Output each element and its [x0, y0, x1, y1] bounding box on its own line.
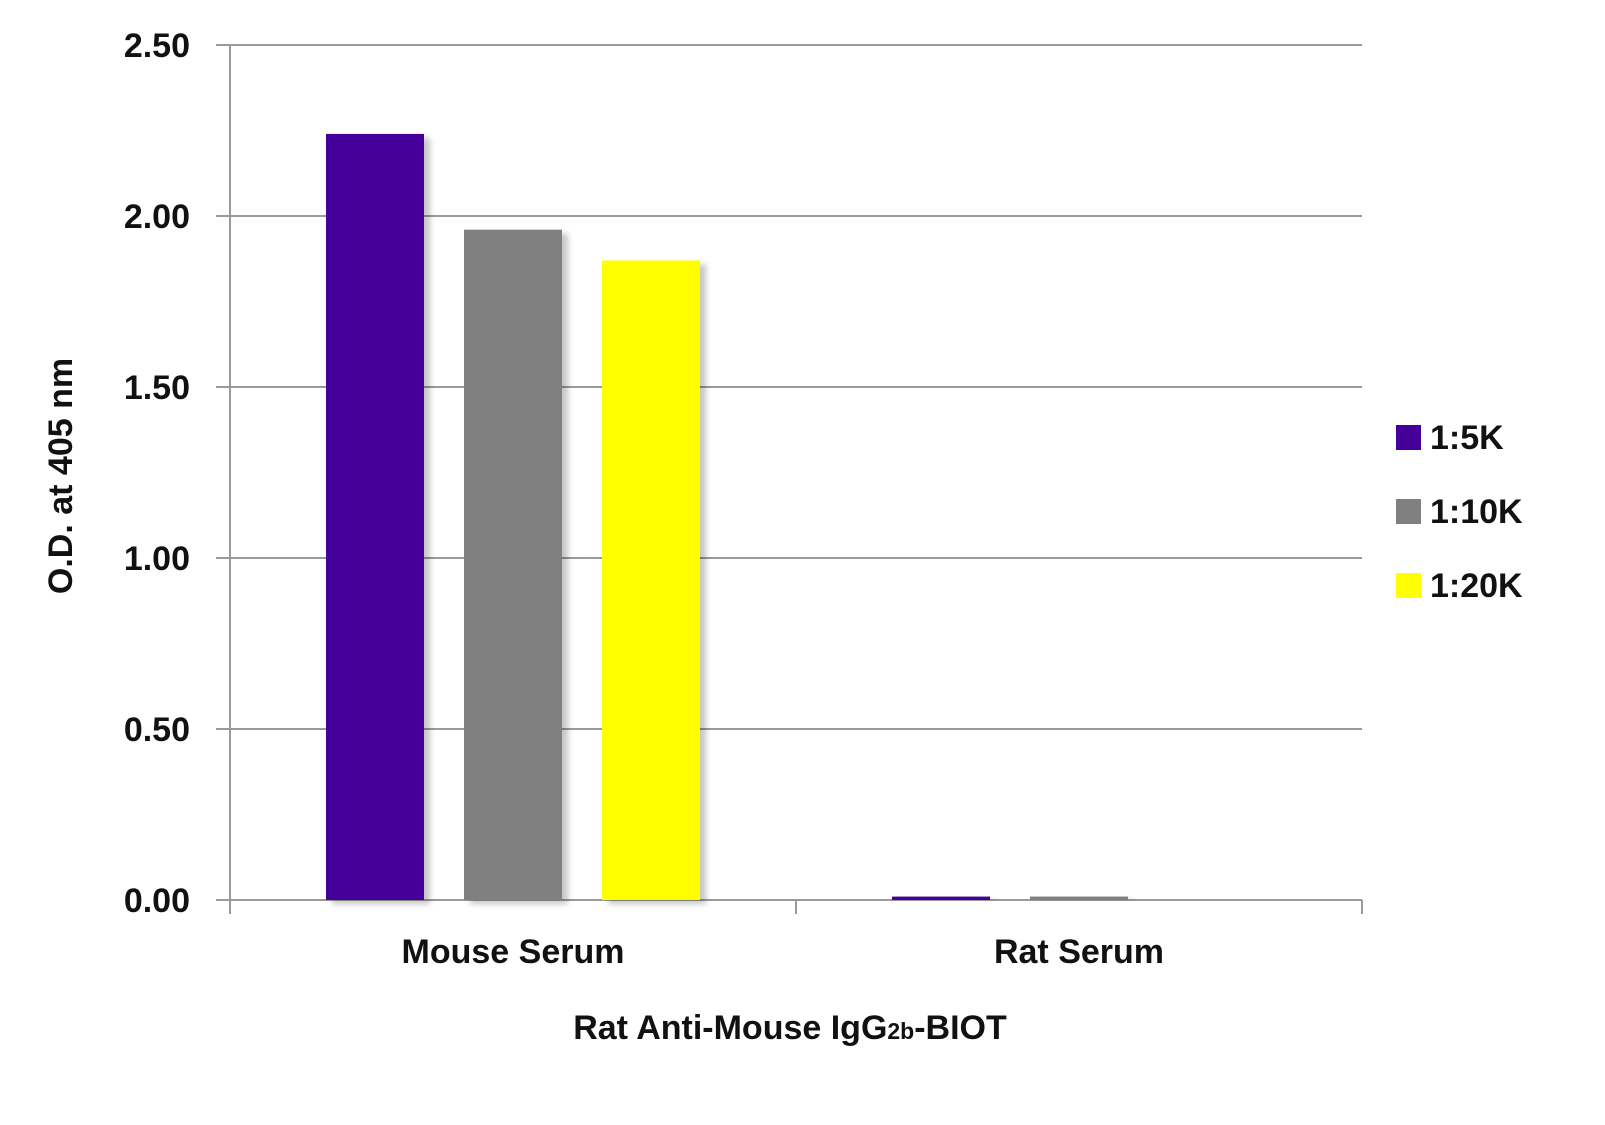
x-category-label: Mouse Serum	[402, 933, 625, 971]
bar-rat-serum-1-5K	[892, 896, 990, 900]
y-tick-labels: 0.00 0.50 1.00 1.50 2.00 2.50	[124, 27, 190, 920]
x-axis-title: Rat Anti-Mouse IgG2b-BIOT	[573, 1009, 1007, 1047]
y-tick-label: 1.50	[124, 369, 190, 407]
legend-swatch	[1396, 573, 1421, 598]
bar-rat-serum-1-10K	[1030, 896, 1128, 900]
bar-mouse-serum-1-20K	[602, 260, 700, 901]
y-tick-label: 0.00	[124, 882, 190, 920]
legend-swatch	[1396, 499, 1421, 524]
legend-label: 1:20K	[1430, 567, 1523, 605]
bars	[326, 133, 1128, 901]
x-axis-title-suffix: -BIOT	[914, 1009, 1007, 1047]
y-tick-label: 2.50	[124, 27, 190, 65]
legend-swatch	[1396, 425, 1421, 450]
bar-mouse-serum-1-10K	[464, 229, 562, 900]
x-category-labels: Mouse Serum Rat Serum	[402, 933, 1165, 971]
y-tick-label: 1.00	[124, 540, 190, 578]
y-tick-label: 2.00	[124, 198, 190, 236]
x-axis-title-main: Rat Anti-Mouse IgG	[573, 1009, 887, 1047]
legend: 1:5K 1:10K 1:20K	[1396, 419, 1523, 605]
y-tick-label: 0.50	[124, 711, 190, 749]
x-axis-title-subscript: 2b	[887, 1018, 914, 1044]
x-category-label: Rat Serum	[994, 933, 1164, 971]
legend-label: 1:5K	[1430, 419, 1504, 457]
y-axis-title: O.D. at 405 nm	[42, 358, 80, 594]
bar-mouse-serum-1-5K	[326, 133, 424, 901]
legend-label: 1:10K	[1430, 493, 1523, 531]
